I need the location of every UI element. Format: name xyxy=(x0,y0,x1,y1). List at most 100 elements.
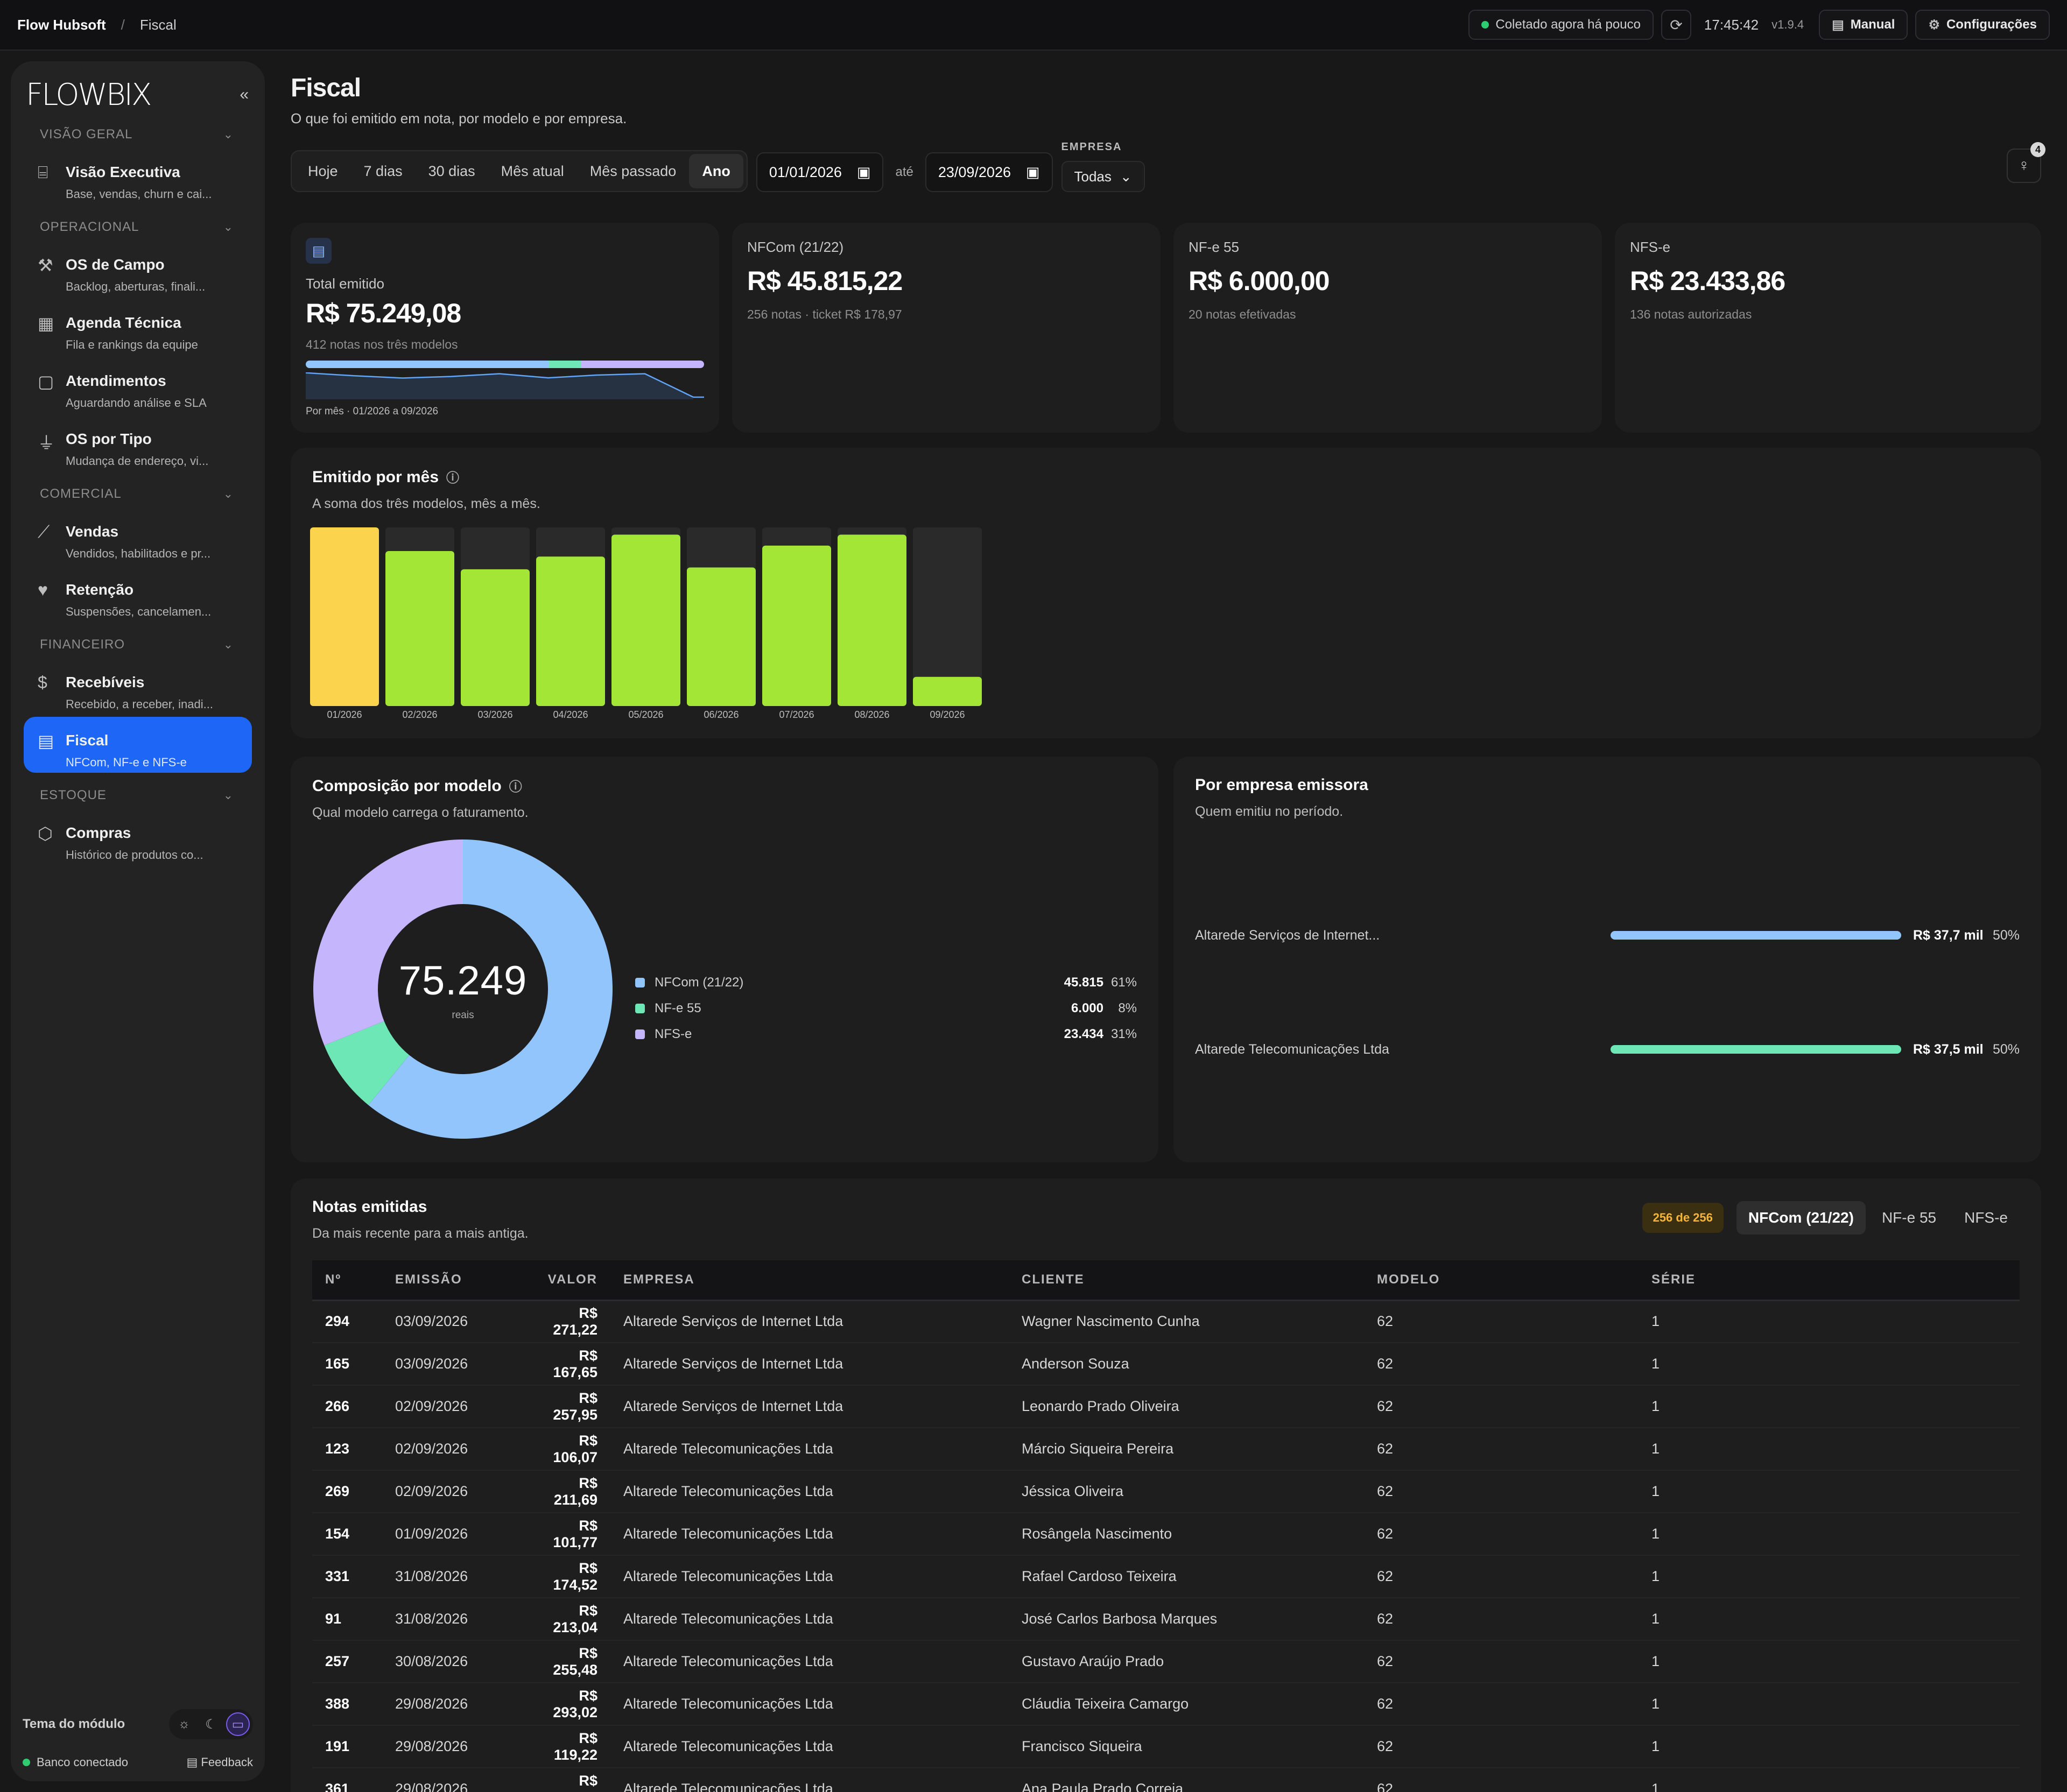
monitor-icon[interactable]: ▭ xyxy=(226,1712,250,1736)
table-row[interactable]: 91 31/08/2026 R$ 213,04 Altarede Telecomuni… xyxy=(312,1598,2020,1641)
legend-percent: 61% xyxy=(1110,975,1137,990)
table-row[interactable]: 154 01/09/2026 R$ 101,77 Altarede Telecomun… xyxy=(312,1513,2020,1556)
table-cell: Altarede Telecomunicações Ltda xyxy=(610,1470,1009,1513)
column-header[interactable]: EMPRESA xyxy=(610,1260,1009,1301)
column-header[interactable]: MODELO xyxy=(1364,1260,1639,1301)
table-row[interactable]: 388 29/08/2026 R$ 293,02 Altarede Telecomun… xyxy=(312,1683,2020,1726)
sidebar-item-receb-veis[interactable]: $ Recebíveis Recebido, a receber, inadi... xyxy=(24,659,252,715)
table-row[interactable]: 269 02/09/2026 R$ 211,69 Altarede Telecomun… xyxy=(312,1470,2020,1513)
manual-button[interactable]: ▤ Manual xyxy=(1819,10,1908,40)
bar[interactable] xyxy=(310,527,379,706)
sidebar-item-text: Fiscal NFCom, NF-e e NFS-e xyxy=(66,724,187,770)
bar[interactable] xyxy=(536,556,605,706)
period-option[interactable]: Hoje xyxy=(308,163,338,179)
table-cell: 154 xyxy=(312,1513,382,1556)
sidebar-section-header[interactable]: FINANCEIRO ⌄ xyxy=(24,633,252,657)
moon-icon[interactable]: ☾ xyxy=(205,1717,217,1732)
sidebar-item-vendas[interactable]: ⟋ Vendas Vendidos, habilitados e pr... xyxy=(24,508,252,564)
feedback-icon: ▤ xyxy=(186,1755,201,1769)
calendar-icon[interactable]: ▣ xyxy=(1025,164,1040,180)
info-icon[interactable]: ⓘ xyxy=(509,780,522,794)
bar[interactable] xyxy=(461,569,530,706)
settings-button[interactable]: ⚙ Configurações xyxy=(1915,10,2050,40)
sidebar-section-header[interactable]: VISÃO GERAL ⌄ xyxy=(24,123,252,146)
table-cell: 62 xyxy=(1364,1555,1639,1598)
column-header[interactable]: SÉRIE xyxy=(1639,1260,2020,1301)
sidebar-item-fiscal[interactable]: ▤ Fiscal NFCom, NF-e e NFS-e xyxy=(24,717,252,773)
calendar-icon[interactable]: ▣ xyxy=(856,164,871,180)
composition-title: Composição por modelo ⓘ xyxy=(312,776,1137,795)
bar[interactable] xyxy=(687,567,756,706)
table-cell: R$ 257,95 xyxy=(519,1385,610,1428)
table-row[interactable]: 257 30/08/2026 R$ 255,48 Altarede Telecomun… xyxy=(312,1640,2020,1683)
column-header[interactable]: VALOR xyxy=(519,1260,610,1301)
table-row[interactable]: 266 02/09/2026 R$ 257,95 Altarede Serviços … xyxy=(312,1385,2020,1428)
sidebar-item-vis-o-executiva[interactable]: ⌸ Visão Executiva Base, vendas, churn e ca… xyxy=(24,149,252,204)
refresh-icon[interactable]: ⟳ xyxy=(1661,10,1691,40)
period-option[interactable]: Mês atual xyxy=(501,163,564,179)
table-cell: R$ 271,22 xyxy=(519,1300,610,1343)
sidebar-item-agenda-t-cnica[interactable]: ▦ Agenda Técnica Fila e rankings da equipe xyxy=(24,299,252,355)
feedback-button[interactable]: ▤ Feedback xyxy=(186,1755,253,1769)
table-cell: Altarede Telecomunicações Ltda xyxy=(610,1428,1009,1471)
bar[interactable] xyxy=(611,534,680,706)
bar[interactable] xyxy=(385,551,454,706)
date-from-input[interactable]: 01/01/2026 ▣ xyxy=(756,152,884,192)
collapse-icon[interactable]: « xyxy=(240,86,249,103)
column-header[interactable]: Nº xyxy=(312,1260,382,1301)
sidebar-item-label: Retenção xyxy=(66,581,134,598)
sidebar-item-label: Fiscal xyxy=(66,732,109,749)
donut-slice[interactable] xyxy=(368,839,613,1139)
bar[interactable] xyxy=(762,545,831,706)
sidebar-item-text: Retenção Suspensões, cancelamen... xyxy=(66,574,211,619)
date-separator: até xyxy=(895,165,913,179)
db-status-text: Banco conectado xyxy=(37,1755,129,1769)
gear-icon: ⚙ xyxy=(1928,17,1940,32)
bar-track xyxy=(913,527,982,706)
sidebar-item-text: OS de Campo Backlog, aberturas, finali... xyxy=(66,249,205,294)
company-select[interactable]: Todas ⌄ xyxy=(1061,161,1145,192)
breadcrumb-app[interactable]: Flow Hubsoft xyxy=(17,16,106,33)
period-option[interactable]: 7 dias xyxy=(363,163,403,179)
notes-tab[interactable]: NF-e 55 xyxy=(1881,1209,1937,1226)
table-cell: Altarede Telecomunicações Ltda xyxy=(610,1768,1009,1792)
table-cell: R$ 255,48 xyxy=(519,1640,610,1683)
bar[interactable] xyxy=(913,676,982,706)
filter-icon: ⏚ xyxy=(38,433,55,453)
period-option[interactable]: Ano xyxy=(689,154,743,188)
date-to-input[interactable]: 23/09/2026 ▣ xyxy=(925,152,1053,192)
table-cell: 1 xyxy=(1639,1683,2020,1726)
sidebar-item-os-por-tipo[interactable]: ⏚ OS por Tipo Mudança de endereço, vi... xyxy=(24,415,252,471)
table-cell: Rosângela Nascimento xyxy=(1009,1513,1364,1556)
company-value: Todas xyxy=(1074,168,1112,185)
table-row[interactable]: 165 03/09/2026 R$ 167,65 Altarede Serviços … xyxy=(312,1343,2020,1386)
insights-button[interactable]: ♀ 4 xyxy=(2007,142,2045,183)
notes-tab[interactable]: NFS-e xyxy=(1964,1209,2008,1226)
donut-slice[interactable] xyxy=(324,1021,410,1105)
bar[interactable] xyxy=(838,534,906,706)
donut-slice[interactable] xyxy=(313,839,463,1046)
column-header[interactable]: CLIENTE xyxy=(1009,1260,1364,1301)
table-cell: 331 xyxy=(312,1555,382,1598)
info-icon[interactable]: ⓘ xyxy=(446,471,460,485)
sidebar-item-os-de-campo[interactable]: ⚒ OS de Campo Backlog, aberturas, finali..… xyxy=(24,241,252,297)
period-option[interactable]: Mês passado xyxy=(589,163,677,179)
period-option[interactable]: 30 dias xyxy=(428,163,475,179)
notes-tab[interactable]: NFCom (21/22) xyxy=(1736,1201,1866,1234)
column-header[interactable]: EMISSÃO xyxy=(382,1260,519,1301)
sidebar-section-header[interactable]: OPERACIONAL ⌄ xyxy=(24,215,252,239)
sidebar-section-header[interactable]: ESTOQUE ⌄ xyxy=(24,784,252,807)
table-row[interactable]: 294 03/09/2026 R$ 271,22 Altarede Serviços … xyxy=(312,1300,2020,1343)
sidebar-item-compras[interactable]: ⬡ Compras Histórico de produtos co... xyxy=(24,809,252,865)
sidebar-item-atendimentos[interactable]: ▢ Atendimentos Aguardando análise e SLA xyxy=(24,357,252,413)
table-row[interactable]: 123 02/09/2026 R$ 106,07 Altarede Telecomun… xyxy=(312,1428,2020,1471)
sidebar-item-description: Vendidos, habilitados e pr... xyxy=(66,547,211,560)
sidebar-item-reten-o[interactable]: ♥ Retenção Suspensões, cancelamen... xyxy=(24,566,252,622)
logo-text: FLOWBIX xyxy=(26,77,152,112)
table-row[interactable]: 191 29/08/2026 R$ 119,22 Altarede Telecomun… xyxy=(312,1725,2020,1768)
kpi-nfse-value: R$ 23.433,86 xyxy=(1630,266,1785,296)
sun-icon[interactable]: ☼ xyxy=(178,1717,190,1731)
sidebar-section-header[interactable]: COMERCIAL ⌄ xyxy=(24,482,252,506)
table-row[interactable]: 331 31/08/2026 R$ 174,52 Altarede Telecomun… xyxy=(312,1555,2020,1598)
